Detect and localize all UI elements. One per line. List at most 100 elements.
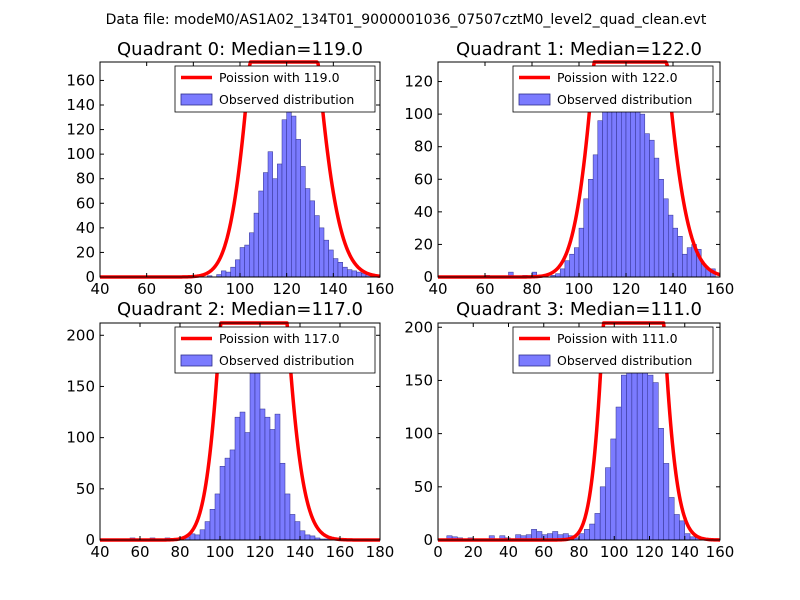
quadrant-3-legend: Poission with 111.0 Observed distributio…	[512, 326, 714, 374]
histogram-bar	[225, 271, 231, 278]
histogram-bar	[277, 163, 283, 278]
histogram-bar	[559, 268, 566, 278]
histogram-bar	[578, 533, 585, 541]
histogram-bar	[294, 521, 301, 541]
x-tick-label: 60	[475, 280, 494, 298]
x-tick-label: 120	[635, 543, 664, 561]
x-tick-label: 60	[130, 543, 149, 561]
y-tick-label: 150	[66, 377, 95, 395]
histogram-bar	[309, 200, 315, 278]
quadrant-2-ticks: 40 60 80 100 120 140 160 180 0 50 100 150 200	[66, 323, 394, 561]
x-tick-label: 0	[433, 543, 443, 561]
quadrant-2-legend-poisson-label: Poission with 117.0	[219, 331, 340, 346]
quadrant-1-legend-bar-swatch	[518, 93, 551, 106]
histogram-bar	[647, 374, 654, 541]
histogram-bar	[584, 529, 590, 541]
histogram-bar	[686, 247, 693, 278]
x-tick-label: 100	[600, 543, 629, 561]
histogram-bar	[653, 157, 660, 278]
histogram-bar	[668, 497, 675, 541]
histogram-bar	[578, 227, 584, 278]
y-tick-label: 160	[66, 71, 95, 89]
x-tick-label: 20	[464, 543, 483, 561]
histogram-bar	[254, 355, 261, 541]
x-tick-label: 40	[90, 543, 109, 561]
y-tick-label: 20	[76, 243, 95, 261]
quadrant-2-legend-bar-swatch	[180, 354, 213, 367]
histogram-bar	[304, 534, 311, 541]
histogram-bar	[606, 92, 613, 278]
quadrant-3-legend-poisson-label: Poission with 111.0	[557, 331, 678, 346]
x-tick-label: 140	[286, 543, 315, 561]
y-tick-label: 80	[414, 138, 433, 156]
histogram-bar	[291, 115, 297, 278]
y-tick-label: 0	[423, 531, 433, 549]
histogram-bar	[658, 428, 664, 541]
y-tick-label: 140	[66, 96, 95, 114]
histogram-bar	[234, 416, 241, 541]
histogram-bar	[204, 521, 211, 541]
y-tick-label: 60	[414, 170, 433, 188]
y-tick-label: 100	[66, 145, 95, 163]
quadrant-3-title: Quadrant 3: Median=111.0	[456, 299, 702, 320]
histogram-bar	[602, 108, 608, 278]
histogram-bar	[673, 514, 680, 541]
histogram-bar	[221, 270, 227, 278]
quadrant-0-legend-poisson-label: Poission with 119.0	[219, 70, 340, 85]
quadrant-0-bars	[137, 110, 381, 278]
x-tick-label: 40	[499, 543, 518, 561]
x-tick-label: 40	[90, 280, 109, 298]
quadrant-2-panel: Quadrant 2: Median=117.0 40 60 80 100 120 140…	[66, 299, 394, 561]
y-tick-label: 40	[76, 219, 95, 237]
histogram-bar	[639, 113, 646, 278]
histogram-bar	[305, 188, 311, 278]
histogram-bar	[642, 350, 648, 541]
quadrant-1-ticks: 40 60 80 100 120 140 160 0 20 40 60 80 100 120	[404, 62, 734, 298]
quadrant-2-legend-observed-label: Observed distribution	[219, 353, 354, 368]
histogram-bar	[244, 432, 251, 541]
histogram-bar	[219, 466, 226, 541]
histogram-bar	[199, 529, 206, 541]
histogram-bar	[274, 413, 281, 541]
x-tick-label: 160	[366, 280, 395, 298]
quadrant-2-bars	[129, 326, 361, 541]
quadrant-3-legend-observed-label: Observed distribution	[557, 353, 692, 368]
histogram-bar	[658, 179, 664, 278]
x-tick-label: 80	[522, 280, 541, 298]
x-tick-label: 40	[428, 280, 447, 298]
quadrant-2-title: Quadrant 2: Median=117.0	[117, 299, 363, 320]
histogram-bar	[663, 463, 670, 541]
histogram-bar	[592, 154, 599, 278]
y-tick-label: 0	[85, 531, 95, 549]
y-tick-label: 40	[414, 203, 433, 221]
histogram-bar	[289, 514, 296, 541]
histogram-bar	[259, 408, 266, 541]
histogram-bar	[569, 253, 575, 278]
histogram-bar	[583, 198, 589, 278]
x-tick-label: 80	[170, 543, 189, 561]
y-tick-label: 100	[404, 105, 433, 123]
histogram-bar	[663, 198, 669, 278]
histogram-bar	[253, 212, 259, 278]
y-tick-label: 0	[85, 268, 95, 286]
quadrant-0-panel: Quadrant 0: Median=119.0 40 60 80 100 120 140…	[66, 39, 394, 298]
x-tick-label: 140	[319, 280, 348, 298]
histogram-bar	[605, 467, 611, 541]
quadrant-3-legend-bar-swatch	[518, 354, 551, 367]
quadrant-3-panel: Quadrant 3: Median=111.0 0 20 40 60 80 100 120…	[404, 299, 734, 561]
x-tick-label: 80	[184, 280, 203, 298]
y-tick-label: 0	[423, 268, 433, 286]
histogram-bar	[649, 139, 655, 278]
histogram-bar	[286, 110, 292, 278]
x-tick-label: 160	[706, 543, 735, 561]
y-tick-label: 20	[414, 235, 433, 253]
histogram-bar	[239, 411, 246, 541]
histogram-bar	[230, 266, 236, 278]
histogram-bar	[337, 262, 343, 278]
quadrant-2-legend: Poission with 117.0 Observed distributio…	[174, 326, 376, 374]
histogram-bar	[235, 259, 241, 278]
x-tick-label: 60	[534, 543, 553, 561]
histogram-bar	[272, 178, 278, 278]
histogram-bar	[333, 258, 339, 278]
histogram-bar	[594, 513, 601, 541]
